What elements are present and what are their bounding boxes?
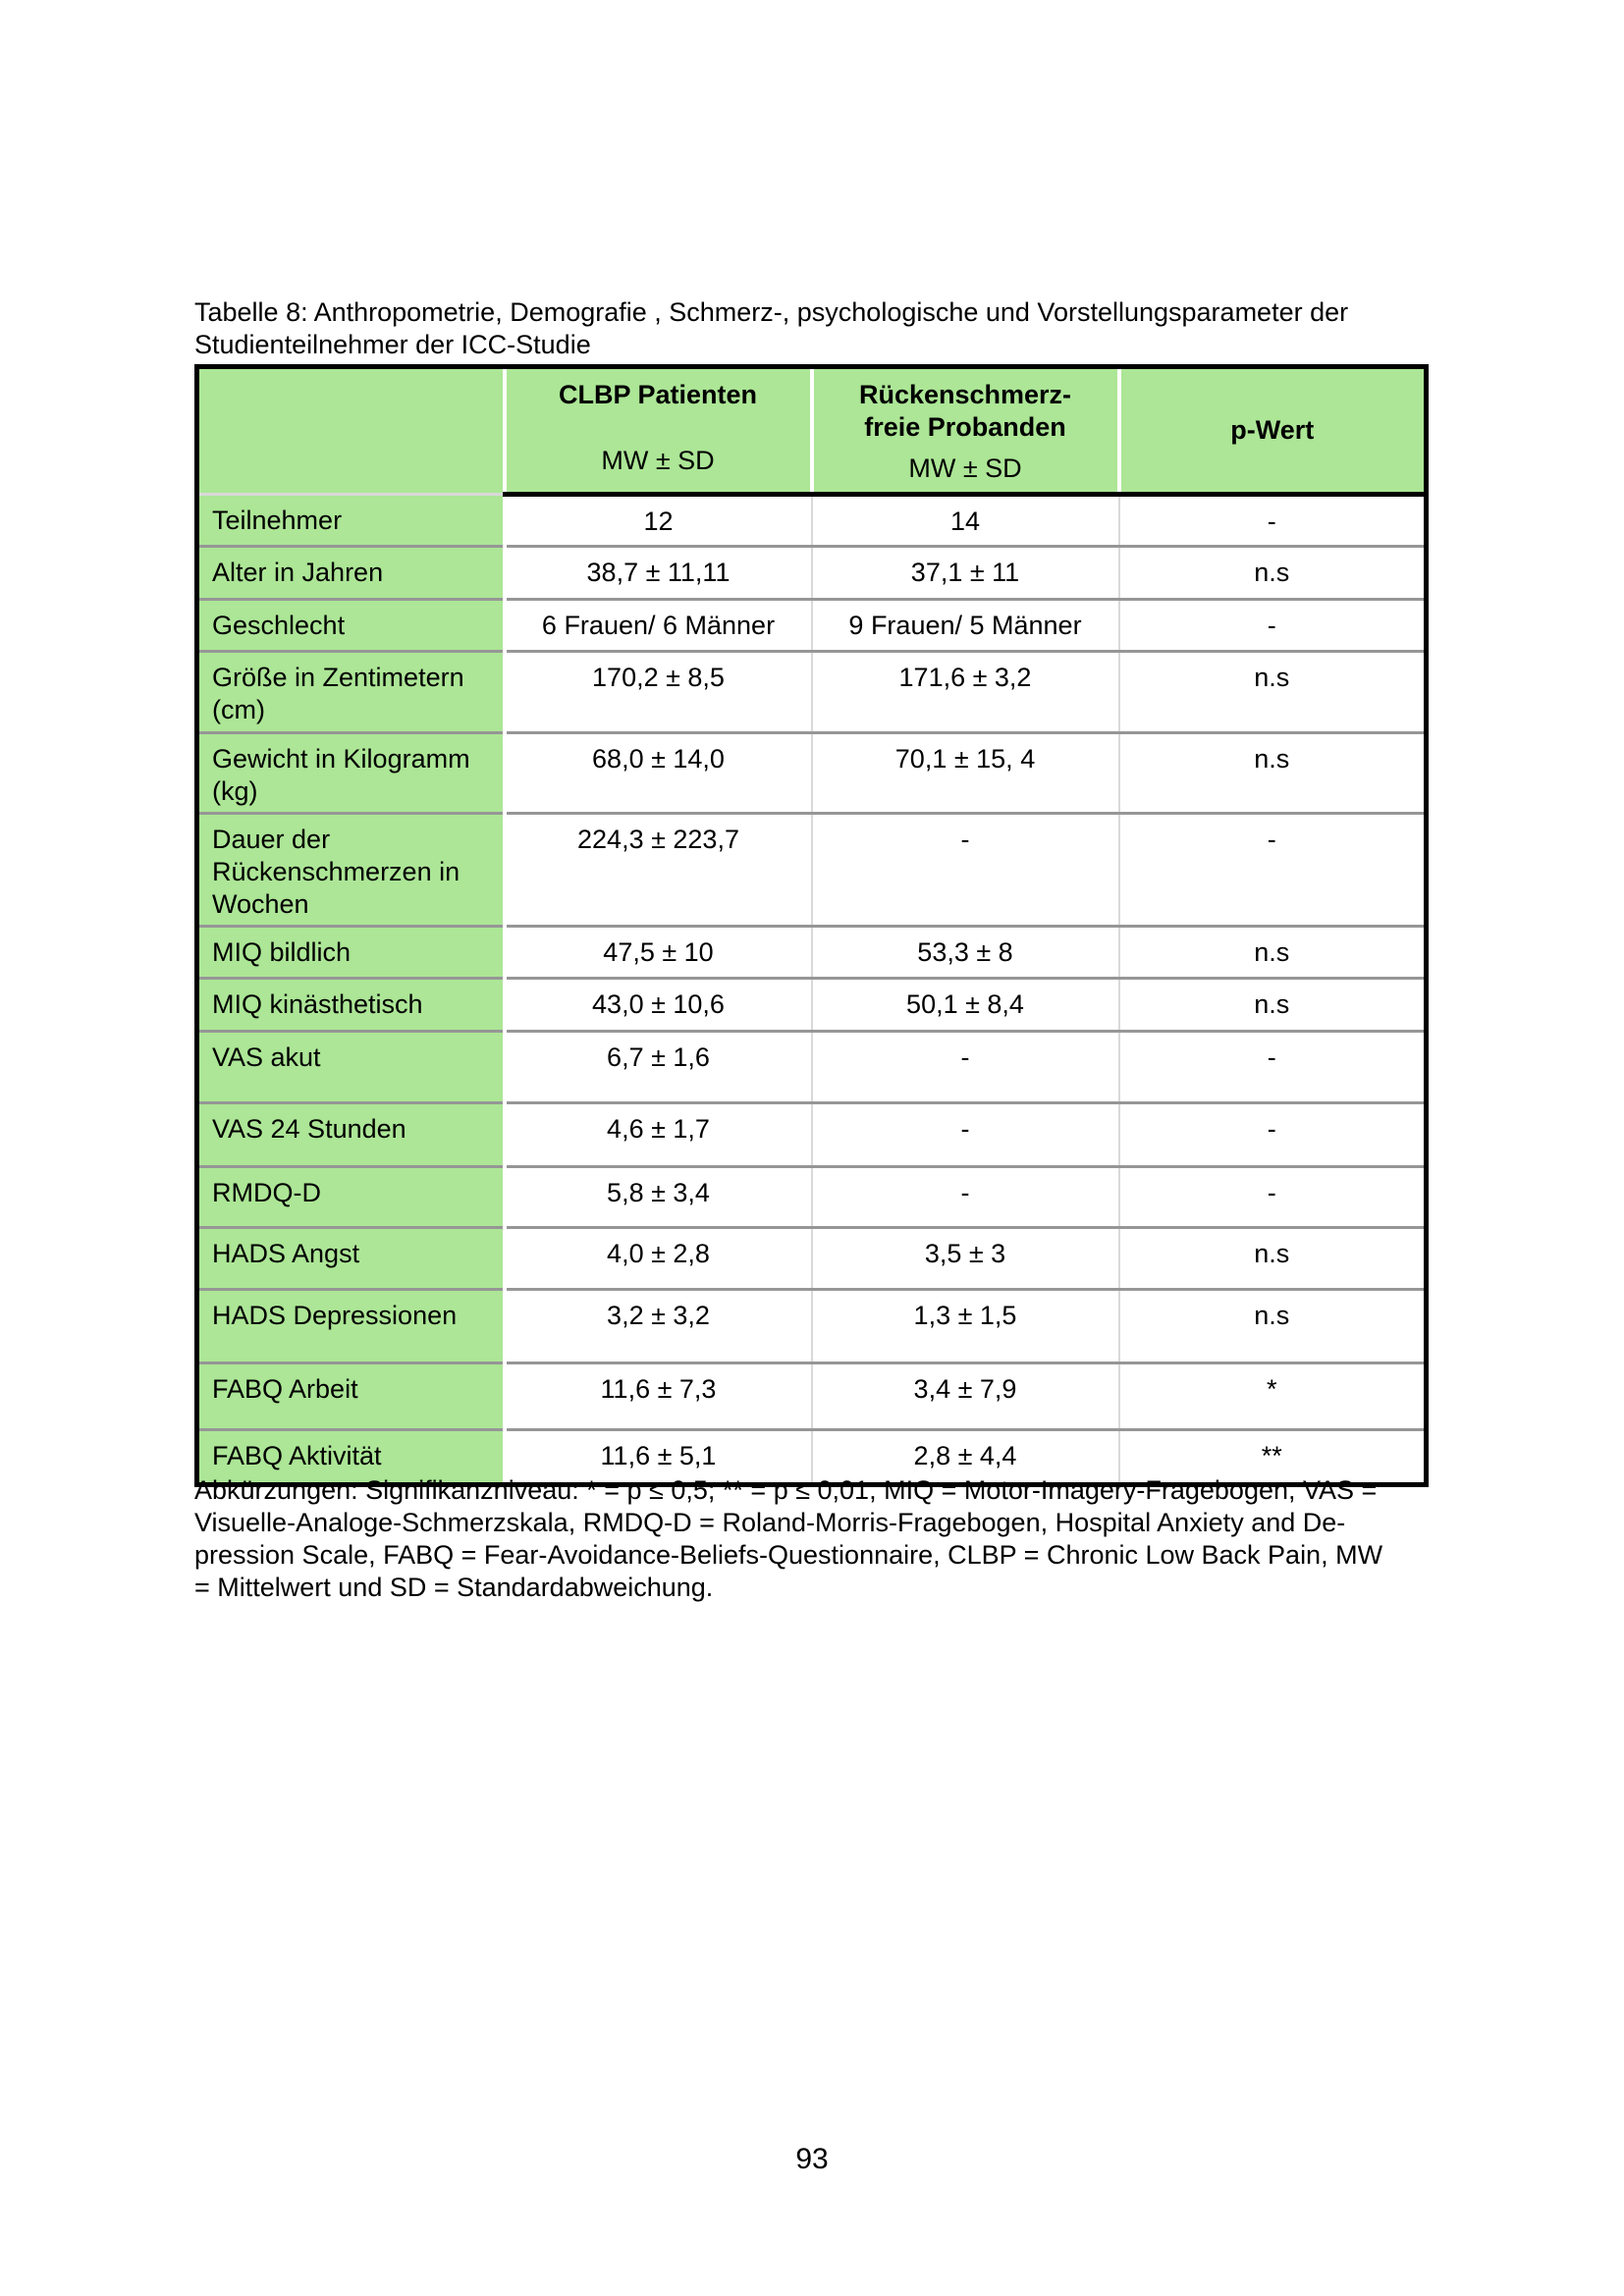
row-label: Gewicht in Kilogramm (kg) [196, 732, 507, 815]
cell-p-value: - [1118, 1102, 1427, 1168]
footnote-line-4: = Mittelwert und SD = Standardabweichung… [194, 1573, 714, 1602]
row-label: Alter in Jahren [196, 546, 507, 601]
cell-clbp-value: 3,2 ± 3,2 [504, 1289, 813, 1364]
cell-p-value: n.s [1118, 546, 1427, 601]
table-row: Größe in Zentimetern (cm) 170,2 ± 8,5 17… [196, 651, 1427, 734]
table-row: MIQ bildlich 47,5 ± 10 53,3 ± 8 n.s [196, 926, 1427, 980]
cell-control-value: 171,6 ± 3,2 [811, 651, 1120, 734]
row-label: HADS Angst [196, 1227, 507, 1291]
cell-p-value: n.s [1118, 651, 1427, 734]
cell-clbp-value: 11,6 ± 7,3 [504, 1362, 813, 1431]
cell-clbp-value: 4,6 ± 1,7 [504, 1102, 813, 1168]
cell-p-value: n.s [1118, 732, 1427, 815]
cell-control-value: 37,1 ± 11 [811, 546, 1120, 601]
cell-clbp-value: 5,8 ± 3,4 [504, 1166, 813, 1229]
cell-p-value: - [1118, 813, 1427, 928]
footnote-line-3: pression Scale, FABQ = Fear-Avoidance-Be… [194, 1540, 1383, 1570]
page-number: 93 [795, 2143, 829, 2175]
table-body: Teilnehmer 12 14 - Alter in Jahren 38,7 … [196, 494, 1427, 1485]
row-label: MIQ bildlich [196, 926, 507, 980]
cell-control-value: 14 [811, 494, 1120, 548]
header-control-title-line-2: freie Probanden [864, 412, 1066, 442]
table-caption-line-1: Tabelle 8: Anthropometrie, Demografie , … [194, 297, 1349, 327]
footnote-line-1: Abkürzungen: Signifikanzniveau: * = p ≤ … [194, 1475, 1378, 1505]
header-clbp-title: CLBP Patienten [558, 380, 758, 409]
table-row: VAS 24 Stunden 4,6 ± 1,7 - - [196, 1102, 1427, 1168]
cell-control-value: 53,3 ± 8 [811, 926, 1120, 980]
header-cell-control-group: Rückenschmerz- freie Probanden MW ± SD [811, 366, 1121, 497]
cell-control-value: 3,4 ± 7,9 [811, 1362, 1120, 1431]
row-label: RMDQ-D [196, 1166, 507, 1229]
cell-control-value: 50,1 ± 8,4 [811, 978, 1120, 1033]
table-row: FABQ Arbeit 11,6 ± 7,3 3,4 ± 7,9 * [196, 1362, 1427, 1431]
cell-clbp-value: 6,7 ± 1,6 [504, 1031, 813, 1104]
cell-p-value: n.s [1118, 926, 1427, 980]
row-label: FABQ Aktivität [196, 1429, 507, 1485]
cell-p-value: - [1118, 599, 1427, 653]
table-caption: Tabelle 8: Anthropometrie, Demografie , … [194, 296, 1348, 361]
table-row: VAS akut 6,7 ± 1,6 - - [196, 1031, 1427, 1104]
row-label: Größe in Zentimetern (cm) [196, 651, 507, 734]
cell-p-value: n.s [1118, 1289, 1427, 1364]
cell-control-value: - [811, 813, 1120, 928]
cell-control-value: 3,5 ± 3 [811, 1227, 1120, 1291]
row-label: FABQ Arbeit [196, 1362, 507, 1431]
cell-control-value: - [811, 1031, 1120, 1104]
header-cell-empty [196, 366, 507, 496]
table-row: Geschlecht 6 Frauen/ 6 Männer 9 Frauen/ … [196, 599, 1427, 653]
header-row: CLBP Patienten MW ± SD Rückenschmerz- fr… [196, 366, 1427, 497]
row-label: VAS 24 Stunden [196, 1102, 507, 1168]
cell-clbp-value: 170,2 ± 8,5 [504, 651, 813, 734]
cell-clbp-value: 47,5 ± 10 [504, 926, 813, 980]
cell-p-value: - [1118, 494, 1427, 548]
cell-control-value: - [811, 1166, 1120, 1229]
table-row: FABQ Aktivität 11,6 ± 5,1 2,8 ± 4,4 ** [196, 1429, 1427, 1485]
table-row: Gewicht in Kilogramm (kg) 68,0 ± 14,0 70… [196, 732, 1427, 815]
cell-clbp-value: 12 [504, 494, 813, 548]
table-row: HADS Angst 4,0 ± 2,8 3,5 ± 3 n.s [196, 1227, 1427, 1291]
cell-control-value: 70,1 ± 15, 4 [811, 732, 1120, 815]
statistics-table: CLBP Patienten MW ± SD Rückenschmerz- fr… [194, 364, 1429, 1487]
row-label: Geschlecht [196, 599, 507, 653]
table-caption-line-2: Studienteilnehmer der ICC-Studie [194, 330, 591, 359]
header-control-title-line-1: Rückenschmerz- [858, 380, 1072, 409]
row-label: HADS Depressionen [196, 1289, 507, 1364]
cell-control-value: 1,3 ± 1,5 [811, 1289, 1120, 1364]
header-control-subtitle: MW ± SD [908, 454, 1022, 483]
cell-clbp-value: 4,0 ± 2,8 [504, 1227, 813, 1291]
cell-clbp-value: 224,3 ± 223,7 [504, 813, 813, 928]
header-clbp-subtitle: MW ± SD [601, 446, 715, 475]
table-row: RMDQ-D 5,8 ± 3,4 - - [196, 1166, 1427, 1229]
row-label: Dauer der Rückenschmerzen in Wochen [196, 813, 507, 928]
abbreviations-footnote: Abkürzungen: Signifikanzniveau: * = p ≤ … [194, 1474, 1382, 1604]
cell-p-value: n.s [1118, 978, 1427, 1033]
cell-p-value: - [1118, 1031, 1427, 1104]
table-header: CLBP Patienten MW ± SD Rückenschmerz- fr… [196, 366, 1427, 497]
cell-clbp-value: 38,7 ± 11,11 [504, 546, 813, 601]
table-row: Dauer der Rückenschmerzen in Wochen 224,… [196, 813, 1427, 928]
header-cell-clbp: CLBP Patienten MW ± SD [504, 366, 814, 497]
cell-control-value: 9 Frauen/ 5 Männer [811, 599, 1120, 653]
cell-clbp-value: 43,0 ± 10,6 [504, 978, 813, 1033]
header-cell-p-value: p-Wert [1118, 366, 1427, 497]
cell-clbp-value: 6 Frauen/ 6 Männer [504, 599, 813, 653]
cell-p-value: * [1118, 1362, 1427, 1431]
cell-p-value: ** [1261, 1441, 1282, 1470]
table-row: Alter in Jahren 38,7 ± 11,11 37,1 ± 11 n… [196, 546, 1427, 601]
row-label: Teilnehmer [196, 494, 507, 548]
table-row: MIQ kinästhetisch 43,0 ± 10,6 50,1 ± 8,4… [196, 978, 1427, 1033]
cell-clbp-value: 68,0 ± 14,0 [504, 732, 813, 815]
row-label: MIQ kinästhetisch [196, 978, 507, 1033]
cell-control-value: - [811, 1102, 1120, 1168]
cell-clbp-value: 11,6 ± 5,1 [504, 1429, 813, 1485]
cell-p-value: n.s [1118, 1227, 1427, 1291]
row-label: VAS akut [196, 1031, 507, 1104]
cell-control-value: 2,8 ± 4,4 [811, 1429, 1120, 1485]
table-row: Teilnehmer 12 14 - [196, 494, 1427, 548]
footnote-line-2: Visuelle-Analoge-Schmerzskala, RMDQ-D = … [194, 1508, 1346, 1537]
table-row: HADS Depressionen 3,2 ± 3,2 1,3 ± 1,5 n.… [196, 1289, 1427, 1364]
cell-p-value: - [1118, 1166, 1427, 1229]
